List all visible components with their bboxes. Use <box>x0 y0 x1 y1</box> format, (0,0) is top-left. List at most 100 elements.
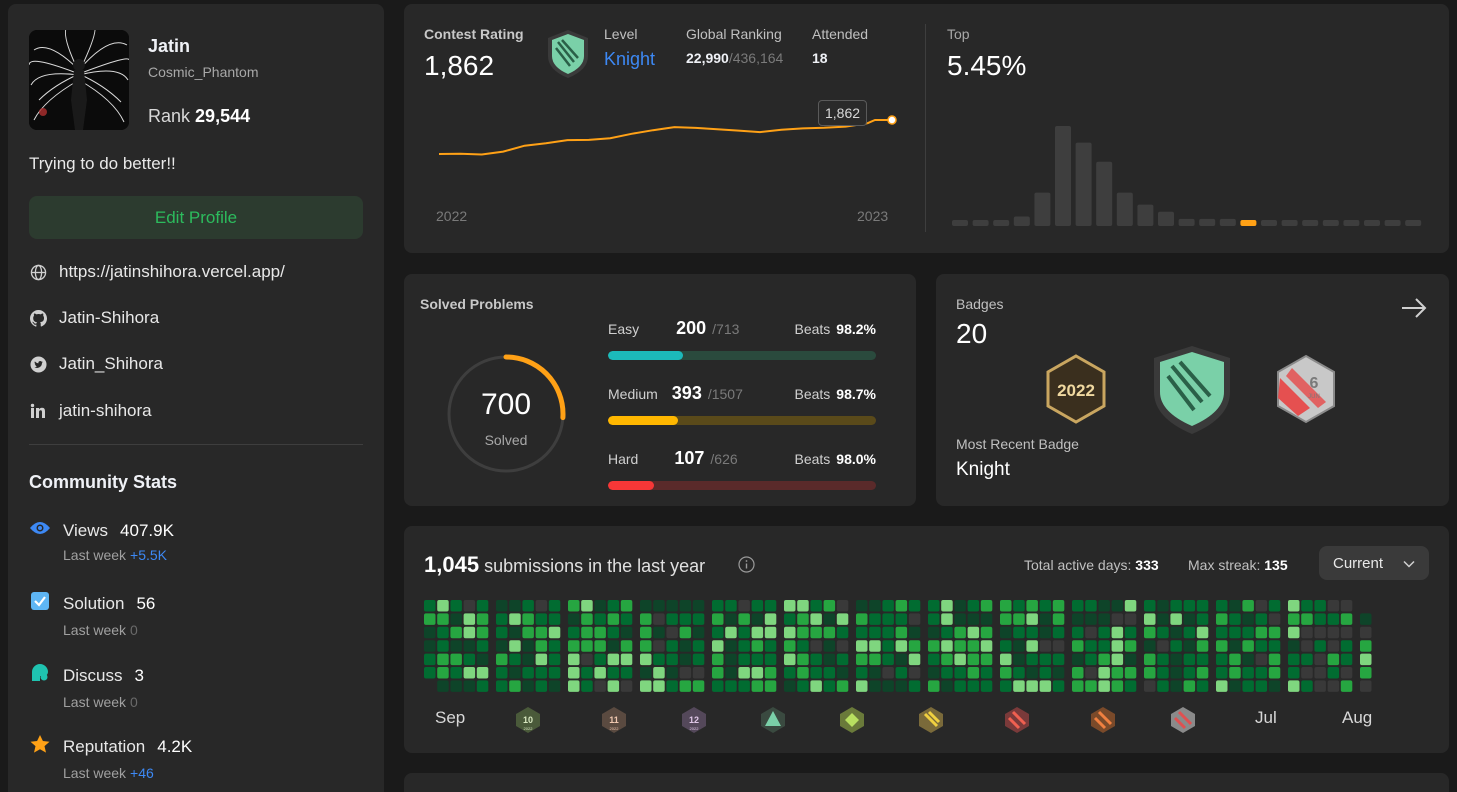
linkedin-link[interactable]: jatin-shihora <box>29 401 152 421</box>
stat-delta: +5.5K <box>130 547 168 563</box>
monthly-badge-oct[interactable]: 10 2022 <box>514 706 542 739</box>
heatmap-cell <box>1144 680 1156 692</box>
distribution-bar <box>1240 220 1257 226</box>
heatmap-cell <box>640 667 652 679</box>
heatmap-cell <box>548 613 561 625</box>
distribution-bar <box>1116 192 1133 226</box>
heatmap-cell <box>823 653 836 666</box>
heatmap-cell <box>823 626 836 639</box>
heatmap-cell <box>1340 653 1353 666</box>
daily-badge-jun[interactable]: 6 JUN <box>1274 354 1338 429</box>
heatmap-cell <box>908 640 921 652</box>
heatmap-cell <box>679 653 692 666</box>
twitter-link[interactable]: Jatin_Shihora <box>29 354 163 374</box>
heatmap-cell <box>1052 653 1065 666</box>
arrow-right-icon[interactable] <box>1400 296 1428 325</box>
heatmap-cell <box>692 667 705 679</box>
difficulty-total: /626 <box>710 451 738 467</box>
github-link[interactable]: Jatin-Shihora <box>29 308 159 328</box>
distribution-bar <box>993 220 1010 226</box>
heatmap-cell <box>980 600 993 612</box>
avatar[interactable] <box>29 30 129 130</box>
knight-badge[interactable] <box>1150 344 1234 441</box>
monthly-badge-jan[interactable] <box>759 706 787 739</box>
heatmap-cell <box>928 640 940 652</box>
beats-value: 98.7% <box>836 386 876 402</box>
heatmap-cell <box>1196 600 1209 612</box>
heatmap-cell <box>738 667 750 679</box>
svg-text:2022: 2022 <box>524 726 534 731</box>
beats-value: 98.0% <box>836 451 876 467</box>
heatmap-cell <box>1242 600 1254 612</box>
heatmap-cell <box>784 613 796 625</box>
heatmap-cell <box>1013 613 1025 625</box>
stat-views: Views 407.9K Last week +5.5K <box>29 520 174 563</box>
heatmap-cell <box>1255 667 1268 679</box>
heatmap-cell <box>810 613 822 625</box>
heatmap-cell <box>1157 600 1169 612</box>
heatmap-cell <box>1183 626 1196 639</box>
heatmap-cell <box>1216 653 1228 666</box>
heatmap-cell <box>1216 667 1228 679</box>
heatmap-cell <box>1360 680 1372 692</box>
divider <box>29 444 363 445</box>
heatmap-cell <box>1072 667 1084 679</box>
monthly-badge-nov[interactable]: 11 2022 <box>600 706 628 739</box>
heatmap-cell <box>1170 667 1182 679</box>
max-streak-value: 135 <box>1264 557 1288 573</box>
heatmap-cell <box>738 680 750 692</box>
community-stats-title: Community Stats <box>29 472 178 492</box>
heatmap-cell <box>725 626 737 639</box>
heatmap-cell <box>1255 626 1268 639</box>
monthly-badge-feb[interactable] <box>838 706 866 739</box>
heatmap-cell <box>836 680 849 692</box>
heatmap-cell <box>476 653 489 666</box>
heatmap-cell <box>581 600 593 612</box>
heatmap-cell <box>1124 626 1137 639</box>
heatmap-cell <box>496 640 508 652</box>
heatmap-cell <box>954 653 966 666</box>
heatmap-cell <box>548 653 561 666</box>
heatmap-cell <box>1026 680 1038 692</box>
heatmap-cell <box>1144 626 1156 639</box>
heatmap-cell <box>450 600 462 612</box>
edit-profile-button[interactable]: Edit Profile <box>29 196 363 239</box>
heatmap-cell <box>607 640 620 652</box>
heatmap-cell <box>856 680 868 692</box>
heatmap-cell <box>895 600 908 612</box>
heatmap-cell <box>568 667 580 679</box>
checkbox-icon <box>29 591 51 616</box>
info-icon[interactable] <box>738 556 755 578</box>
heatmap-cell <box>509 680 521 692</box>
monthly-badge-may[interactable] <box>1089 706 1117 739</box>
year-dropdown[interactable]: Current <box>1319 546 1429 580</box>
active-days-value: 333 <box>1135 557 1159 573</box>
heatmap-cell <box>692 626 705 639</box>
monthly-badge-jun[interactable] <box>1169 706 1197 739</box>
heatmap-cell <box>1085 626 1097 639</box>
discuss-icon <box>29 663 51 688</box>
heatmap-cell <box>1013 667 1025 679</box>
stat-label: Discuss <box>63 665 123 685</box>
heatmap-cell <box>869 653 881 666</box>
heatmap-cell <box>908 680 921 692</box>
heatmap-cell <box>1288 680 1300 692</box>
heatmap-cell <box>1000 613 1012 625</box>
heatmap-cell <box>1288 667 1300 679</box>
heatmap-cell <box>738 613 750 625</box>
heatmap-cell <box>908 613 921 625</box>
website-link[interactable]: https://jatinshihora.vercel.app/ <box>29 262 285 282</box>
difficulty-solved: 200 <box>676 318 707 338</box>
annual-badge-2022[interactable]: 2022 <box>1044 354 1108 429</box>
heatmap-cell <box>581 653 593 666</box>
heatmap-cell <box>941 653 953 666</box>
heatmap-cell <box>463 640 476 652</box>
heatmap-cell <box>882 613 894 625</box>
distribution-bar <box>1219 218 1236 226</box>
heatmap-cell <box>725 653 737 666</box>
rating-line <box>438 122 868 156</box>
monthly-badge-apr[interactable] <box>1003 706 1031 739</box>
monthly-badge-mar[interactable] <box>917 706 945 739</box>
heatmap-cell <box>1157 680 1169 692</box>
monthly-badge-dec[interactable]: 12 2022 <box>680 706 708 739</box>
